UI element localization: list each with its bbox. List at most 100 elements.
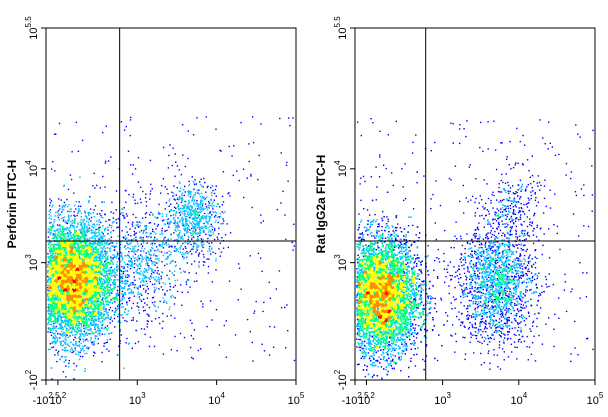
event-dot [111, 271, 114, 273]
event-dot [86, 320, 88, 322]
event-dot [86, 294, 88, 296]
event-dot [103, 278, 105, 281]
event-dot [80, 331, 82, 333]
event-dot [56, 305, 58, 308]
event-dot [100, 221, 102, 224]
event-dot [49, 229, 51, 231]
event-dot [68, 204, 70, 206]
event-dot [102, 247, 105, 249]
event-dot [88, 300, 90, 302]
event-dot [60, 314, 62, 316]
event-dot [86, 352, 88, 355]
event-dot [73, 241, 76, 244]
event-dot [126, 289, 129, 291]
event-dot [66, 238, 69, 241]
event-dot [124, 245, 126, 247]
event-dot [67, 318, 69, 320]
event-dot [67, 219, 69, 221]
event-dot [71, 296, 73, 298]
event-dot [53, 275, 55, 277]
event-dot [73, 378, 75, 380]
event-dot [74, 347, 76, 349]
event-dot [55, 325, 57, 328]
event-dot [83, 322, 85, 324]
event-dot [50, 323, 53, 326]
event-dot [94, 308, 96, 310]
event-dot [65, 249, 67, 252]
event-dot [67, 255, 69, 258]
event-dot [55, 211, 57, 214]
event-dot [84, 282, 86, 284]
event-dot [69, 302, 71, 304]
event-dot [103, 266, 105, 268]
event-dot [75, 365, 78, 367]
event-dot [80, 324, 82, 326]
event-dot [47, 289, 49, 291]
event-dot [47, 275, 49, 278]
event-dot [76, 242, 78, 245]
event-dot [106, 280, 108, 282]
event-dot [98, 320, 100, 322]
event-dot [112, 258, 114, 260]
event-dot [48, 321, 50, 323]
event-dot [47, 236, 50, 238]
event-dot [106, 303, 108, 305]
event-dot [79, 339, 81, 341]
event-dot [100, 316, 102, 319]
event-dot [98, 221, 100, 223]
event-dot [47, 297, 49, 299]
event-dot [62, 314, 65, 316]
event-dot [101, 239, 104, 241]
event-dot [82, 313, 84, 315]
event-dot [64, 321, 67, 324]
event-dot [64, 356, 66, 358]
event-dot [105, 310, 107, 313]
event-dot [116, 289, 119, 291]
event-dot [107, 304, 109, 306]
event-dot [93, 332, 95, 335]
event-dot [88, 324, 90, 326]
event-dot [109, 286, 111, 289]
event-dot [66, 198, 68, 201]
event-dot [50, 311, 53, 313]
event-dot [104, 250, 106, 252]
event-dot [111, 310, 114, 312]
event-dot [105, 254, 107, 256]
event-dot [115, 257, 117, 259]
event-dot [76, 248, 79, 250]
event-dot [49, 317, 51, 319]
event-dot [107, 276, 109, 278]
event-dot [62, 225, 64, 227]
event-dot [53, 322, 55, 325]
event-dot [100, 260, 102, 262]
event-dot [47, 331, 49, 333]
event-dot [77, 205, 80, 208]
event-dot [76, 304, 79, 306]
event-dot [62, 301, 64, 303]
event-dot [75, 297, 78, 299]
event-dot [97, 338, 99, 340]
event-dot [106, 281, 108, 284]
event-dot [47, 323, 49, 325]
event-dot [94, 251, 97, 254]
event-dot [102, 282, 104, 285]
event-dot [91, 232, 94, 234]
event-dot [53, 257, 55, 259]
event-dot [100, 254, 102, 257]
event-dot [79, 292, 82, 294]
event-dot [89, 340, 92, 342]
event-dot [71, 349, 74, 351]
event-dot [56, 211, 59, 213]
event-dot [63, 266, 65, 269]
event-dot [89, 239, 91, 241]
event-dot [90, 249, 93, 251]
event-dot [59, 230, 62, 232]
event-dot [98, 256, 100, 258]
event-dot [107, 270, 109, 273]
event-dot [121, 230, 123, 232]
event-dot [63, 305, 66, 308]
event-dot [65, 376, 67, 378]
event-dot [94, 326, 96, 329]
event-dot [69, 351, 71, 353]
event-dot [79, 249, 82, 252]
